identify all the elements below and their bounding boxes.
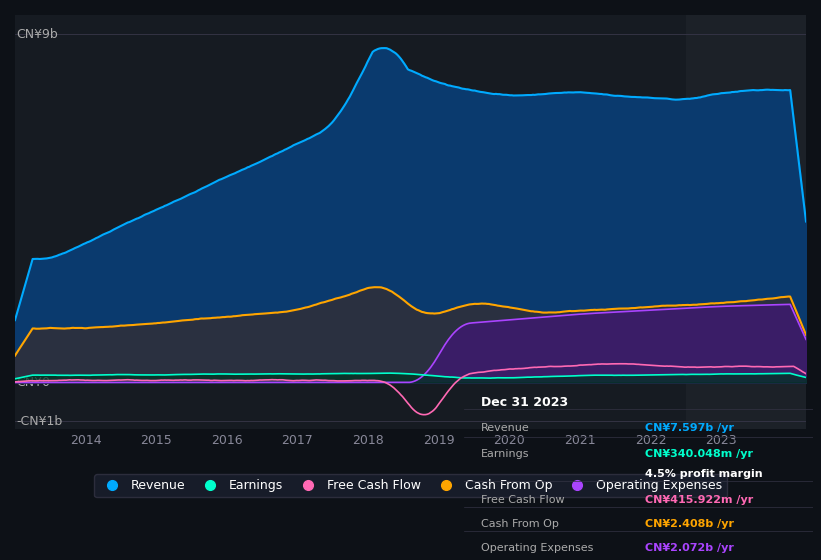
Text: Earnings: Earnings: [481, 449, 530, 459]
Text: CN¥0: CN¥0: [16, 376, 51, 389]
Text: CN¥2.072b /yr: CN¥2.072b /yr: [645, 543, 734, 553]
Text: CN¥415.922m /yr: CN¥415.922m /yr: [645, 495, 754, 505]
Text: 4.5% profit margin: 4.5% profit margin: [645, 469, 763, 479]
Text: CN¥7.597b /yr: CN¥7.597b /yr: [645, 423, 734, 433]
Bar: [686, 15, 806, 429]
Legend: Revenue, Earnings, Free Cash Flow, Cash From Op, Operating Expenses: Revenue, Earnings, Free Cash Flow, Cash …: [94, 474, 727, 497]
Text: CN¥9b: CN¥9b: [16, 28, 58, 41]
Text: -CN¥1b: -CN¥1b: [16, 414, 63, 428]
Text: CN¥2.408b /yr: CN¥2.408b /yr: [645, 519, 734, 529]
Text: Revenue: Revenue: [481, 423, 530, 433]
Text: Cash From Op: Cash From Op: [481, 519, 559, 529]
Text: Operating Expenses: Operating Expenses: [481, 543, 594, 553]
Text: Free Cash Flow: Free Cash Flow: [481, 495, 565, 505]
Text: CN¥340.048m /yr: CN¥340.048m /yr: [645, 449, 754, 459]
Text: Dec 31 2023: Dec 31 2023: [481, 396, 568, 409]
